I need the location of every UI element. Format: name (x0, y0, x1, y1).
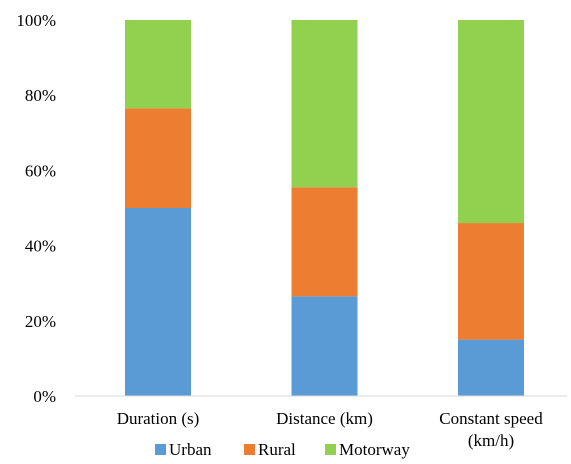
y-tick-label: 60% (25, 161, 56, 180)
legend: Urban Rural Motorway (155, 440, 410, 459)
x-category-label: (km/h) (468, 431, 514, 450)
bar-stacks (125, 20, 524, 396)
x-axis-category-labels: Duration (s) Distance (km) Constant speed (… (117, 409, 544, 450)
bar-segment-urban-1 (291, 296, 358, 396)
bar-segment-rural-0 (125, 108, 191, 208)
y-tick-label: 20% (25, 312, 56, 331)
y-tick-label: 100% (16, 11, 56, 30)
bar-segment-motorway-1 (291, 20, 358, 188)
bar-segment-motorway-0 (125, 20, 191, 109)
y-tick-label: 0% (33, 387, 56, 406)
bar-segment-rural-1 (291, 187, 358, 297)
x-category-label: Constant speed (439, 409, 543, 428)
x-category-label: Duration (s) (117, 409, 200, 428)
legend-label-urban: Urban (169, 440, 212, 459)
legend-label-motorway: Motorway (339, 440, 410, 459)
bar-segment-rural-2 (458, 223, 524, 340)
y-tick-label: 80% (25, 86, 56, 105)
y-axis-tick-labels: 0% 20% 40% 60% 80% 100% (16, 11, 56, 406)
bar-segment-urban-2 (458, 339, 524, 396)
legend-swatch-rural (244, 444, 255, 455)
legend-swatch-urban (155, 444, 166, 455)
bar-segment-motorway-2 (458, 20, 524, 224)
y-tick-label: 40% (25, 237, 56, 256)
bar-segment-urban-0 (125, 208, 191, 396)
legend-swatch-motorway (325, 444, 336, 455)
x-category-label: Distance (km) (276, 409, 373, 428)
legend-label-rural: Rural (258, 440, 296, 459)
